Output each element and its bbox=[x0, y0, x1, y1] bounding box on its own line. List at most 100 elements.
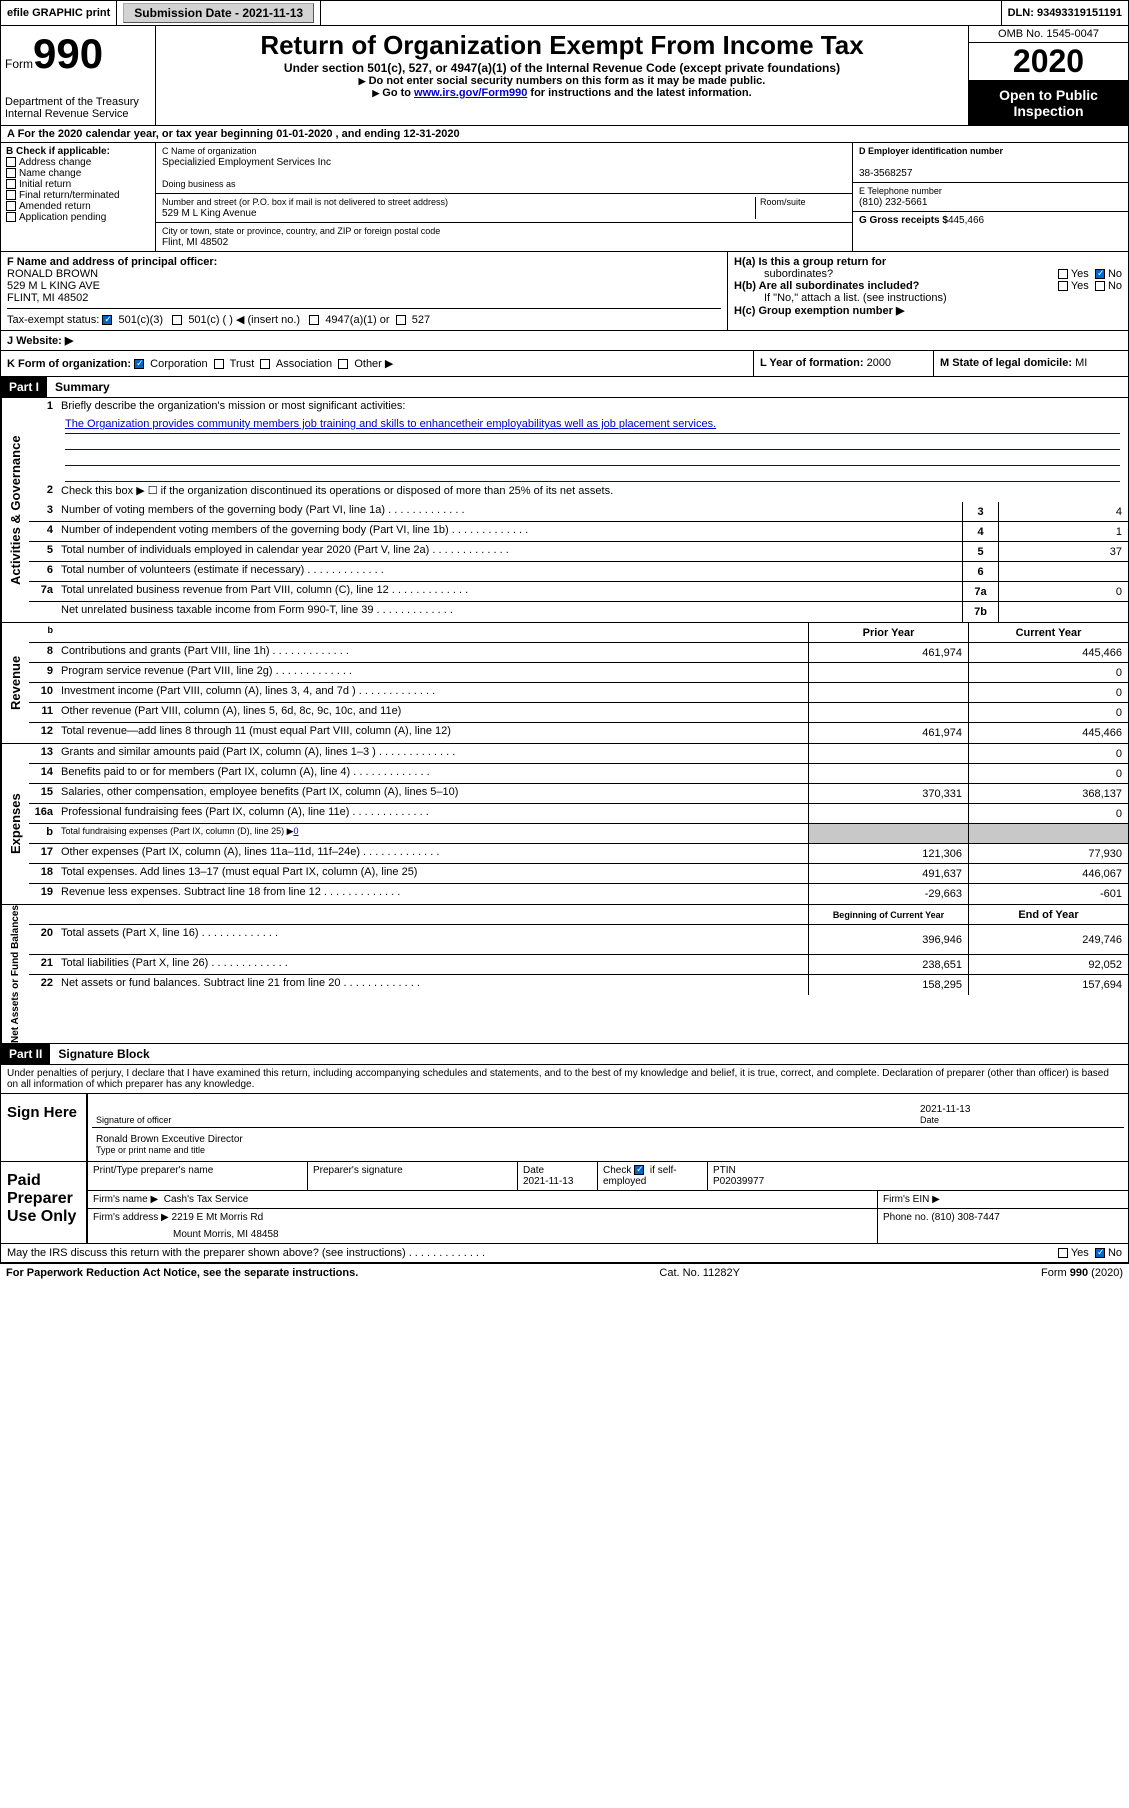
val-6 bbox=[998, 562, 1128, 581]
val-7b bbox=[998, 602, 1128, 622]
col-f: F Name and address of principal officer:… bbox=[1, 252, 728, 330]
phone: (810) 232-5661 bbox=[859, 197, 927, 208]
netassets-section: Net Assets or Fund Balances Beginning of… bbox=[0, 904, 1129, 1044]
col-b: B Check if applicable: Address change Na… bbox=[1, 143, 156, 251]
cb-amended[interactable] bbox=[6, 201, 16, 211]
cb-hb-no[interactable] bbox=[1095, 281, 1105, 291]
officer: RONALD BROWN 529 M L KING AVE FLINT, MI … bbox=[7, 268, 100, 304]
cb-discuss-no[interactable] bbox=[1095, 1248, 1105, 1258]
public-inspection: Open to Public Inspection bbox=[969, 81, 1128, 125]
section-bcd: B Check if applicable: Address change Na… bbox=[0, 143, 1129, 252]
val-4: 1 bbox=[998, 522, 1128, 541]
cb-pending[interactable] bbox=[6, 212, 16, 222]
col-b-title: B Check if applicable: bbox=[6, 146, 110, 157]
street-label: Number and street (or P.O. box if mail i… bbox=[162, 197, 448, 207]
form-title: Return of Organization Exempt From Incom… bbox=[164, 30, 960, 61]
tax-status-label: Tax-exempt status: bbox=[7, 314, 99, 326]
col-k: K Form of organization: Corporation Trus… bbox=[1, 351, 753, 376]
form-word: Form bbox=[5, 57, 33, 71]
part2-label: Part II bbox=[1, 1044, 50, 1064]
cb-corp[interactable] bbox=[134, 359, 144, 369]
omb-number: OMB No. 1545-0047 bbox=[969, 26, 1128, 43]
officer-label: F Name and address of principal officer: bbox=[7, 256, 217, 268]
cb-hb-yes[interactable] bbox=[1058, 281, 1068, 291]
paid-preparer-section: Paid Preparer Use Only Print/Type prepar… bbox=[0, 1162, 1129, 1244]
header-mid: Return of Organization Exempt From Incom… bbox=[156, 26, 968, 125]
header-sub2: Do not enter social security numbers on … bbox=[164, 75, 960, 87]
col-d: D Employer identification number 38-3568… bbox=[853, 143, 1128, 251]
row-website: J Website: ▶ bbox=[0, 331, 1129, 351]
cb-self-employed[interactable] bbox=[634, 1165, 644, 1175]
cb-ha-yes[interactable] bbox=[1058, 269, 1068, 279]
cb-ha-no[interactable] bbox=[1095, 269, 1105, 279]
expenses-section: Expenses 13Grants and similar amounts pa… bbox=[0, 743, 1129, 904]
header-right: OMB No. 1545-0047 2020 Open to Public In… bbox=[968, 26, 1128, 125]
governance-section: Activities & Governance 1Briefly describ… bbox=[0, 398, 1129, 622]
dept-label: Department of the Treasury Internal Reve… bbox=[5, 96, 151, 120]
topbar-spacer bbox=[321, 1, 1002, 25]
vtab-netassets: Net Assets or Fund Balances bbox=[1, 905, 29, 1043]
paid-preparer-label: Paid Preparer Use Only bbox=[1, 1162, 86, 1243]
revenue-section: Revenue bPrior YearCurrent Year 8Contrib… bbox=[0, 622, 1129, 743]
cb-527[interactable] bbox=[396, 315, 406, 325]
form-number: 990 bbox=[33, 30, 103, 77]
org-name: Specializied Employment Services Inc bbox=[162, 157, 331, 168]
cb-501c[interactable] bbox=[172, 315, 182, 325]
col-m: M State of legal domicile: MI bbox=[933, 351, 1128, 376]
ein: 38-3568257 bbox=[859, 168, 912, 179]
efile-label: efile GRAPHIC print bbox=[1, 1, 117, 25]
val-5: 37 bbox=[998, 542, 1128, 561]
cb-other[interactable] bbox=[338, 359, 348, 369]
top-bar: efile GRAPHIC print Submission Date - 20… bbox=[0, 0, 1129, 26]
cb-discuss-yes[interactable] bbox=[1058, 1248, 1068, 1258]
ein-label: D Employer identification number bbox=[859, 146, 1003, 156]
cb-name[interactable] bbox=[6, 168, 16, 178]
discuss-row: May the IRS discuss this return with the… bbox=[0, 1244, 1129, 1263]
vtab-expenses: Expenses bbox=[1, 744, 29, 904]
cb-address[interactable] bbox=[6, 157, 16, 167]
room-label: Room/suite bbox=[760, 197, 806, 207]
cb-initial[interactable] bbox=[6, 179, 16, 189]
cb-501c3[interactable] bbox=[102, 315, 112, 325]
header-sub1: Under section 501(c), 527, or 4947(a)(1)… bbox=[164, 61, 960, 75]
section-fh: F Name and address of principal officer:… bbox=[0, 252, 1129, 331]
part1-label: Part I bbox=[1, 377, 47, 397]
phone-label: E Telephone number bbox=[859, 186, 942, 196]
sign-here-section: Sign Here Signature of officer2021-11-13… bbox=[0, 1094, 1129, 1162]
org-name-label: C Name of organization bbox=[162, 146, 257, 156]
row-a: A For the 2020 calendar year, or tax yea… bbox=[0, 126, 1129, 143]
city-label: City or town, state or province, country… bbox=[162, 226, 440, 236]
tax-year: 2020 bbox=[969, 43, 1128, 81]
mission-text: The Organization provides community memb… bbox=[65, 418, 1120, 434]
header-sub3: Go to www.irs.gov/Form990 for instructio… bbox=[164, 87, 960, 99]
street: 529 M L King Avenue bbox=[162, 208, 257, 219]
dln-cell: DLN: 93493319151191 bbox=[1002, 1, 1128, 25]
submission-date-cell: Submission Date - 2021-11-13 bbox=[117, 1, 321, 25]
col-h: H(a) Is this a group return for subordin… bbox=[728, 252, 1128, 330]
cb-trust[interactable] bbox=[214, 359, 224, 369]
page-footer: For Paperwork Reduction Act Notice, see … bbox=[0, 1263, 1129, 1282]
col-c: C Name of organization Specializied Empl… bbox=[156, 143, 853, 251]
part1-header: Part I Summary bbox=[0, 377, 1129, 398]
footer-right: Form 990 (2020) bbox=[1041, 1267, 1123, 1279]
gross-label: G Gross receipts $ bbox=[859, 215, 948, 226]
header-left: Form990 Department of the Treasury Inter… bbox=[1, 26, 156, 125]
val-3: 4 bbox=[998, 502, 1128, 521]
footer-mid: Cat. No. 11282Y bbox=[659, 1267, 740, 1279]
cb-4947[interactable] bbox=[309, 315, 319, 325]
submission-date-button[interactable]: Submission Date - 2021-11-13 bbox=[123, 3, 314, 23]
perjury-statement: Under penalties of perjury, I declare th… bbox=[0, 1065, 1129, 1094]
section-klm: K Form of organization: Corporation Trus… bbox=[0, 351, 1129, 377]
vtab-governance: Activities & Governance bbox=[1, 398, 29, 622]
part2-header: Part II Signature Block bbox=[0, 1044, 1129, 1065]
city: Flint, MI 48502 bbox=[162, 237, 228, 248]
val-7a: 0 bbox=[998, 582, 1128, 601]
part1-title: Summary bbox=[47, 377, 118, 397]
col-l: L Year of formation: 2000 bbox=[753, 351, 933, 376]
part2-title: Signature Block bbox=[50, 1044, 157, 1064]
cb-assoc[interactable] bbox=[260, 359, 270, 369]
cb-final[interactable] bbox=[6, 190, 16, 200]
form990-link[interactable]: www.irs.gov/Form990 bbox=[414, 87, 527, 99]
footer-left: For Paperwork Reduction Act Notice, see … bbox=[6, 1267, 358, 1279]
form-header: Form990 Department of the Treasury Inter… bbox=[0, 26, 1129, 126]
